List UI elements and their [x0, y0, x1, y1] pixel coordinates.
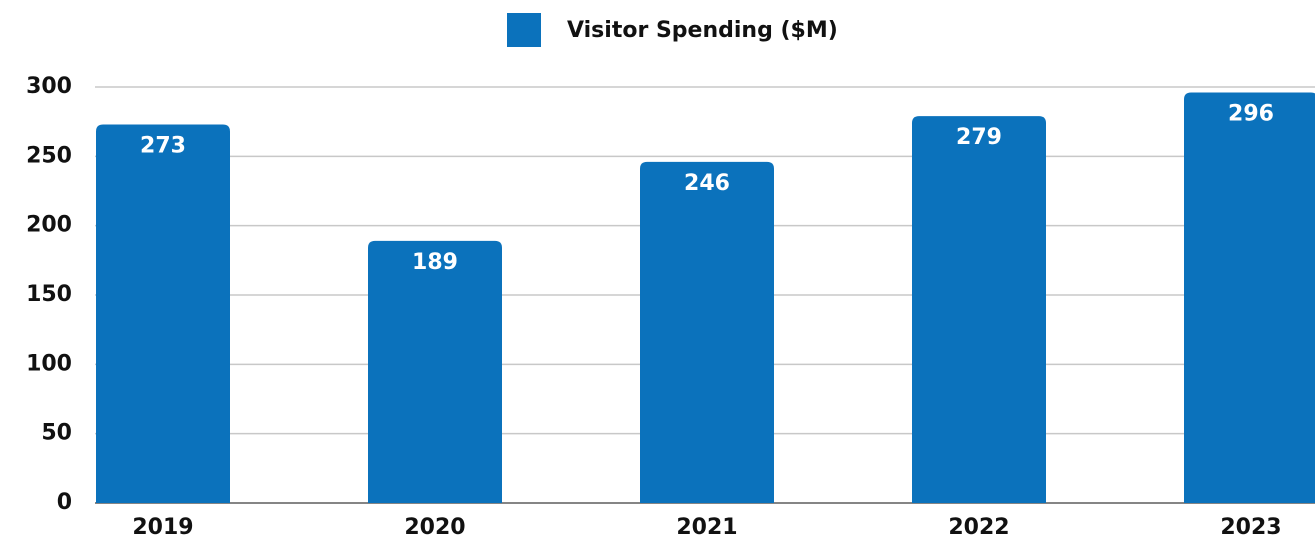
data-label: 296 — [1228, 102, 1274, 127]
bar — [96, 124, 230, 503]
y-tick-label: 200 — [26, 213, 72, 238]
x-tick-label: 2022 — [948, 515, 1009, 540]
x-tick-label: 2023 — [1220, 515, 1281, 540]
y-tick-label: 100 — [26, 351, 72, 376]
data-label: 273 — [140, 133, 186, 158]
y-tick-label: 250 — [26, 143, 72, 168]
y-tick-label: 0 — [57, 490, 72, 515]
bar — [640, 161, 774, 503]
bar — [1184, 92, 1315, 503]
x-tick-label: 2020 — [404, 515, 465, 540]
bar — [368, 240, 502, 504]
y-tick-label: 300 — [26, 74, 72, 99]
x-tick-label: 2021 — [676, 515, 737, 540]
data-label: 189 — [412, 250, 458, 275]
bar — [912, 116, 1046, 504]
y-tick-label: 150 — [26, 282, 72, 307]
x-tick-label: 2019 — [132, 515, 193, 540]
y-tick-label: 50 — [41, 421, 72, 446]
legend-label: Visitor Spending ($M) — [567, 18, 838, 43]
legend-swatch — [507, 13, 541, 47]
data-label: 246 — [684, 171, 730, 196]
data-label: 279 — [956, 125, 1002, 150]
